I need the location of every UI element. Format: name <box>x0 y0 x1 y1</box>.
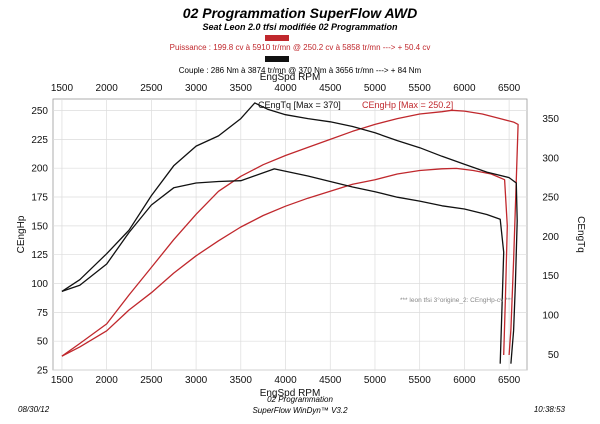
series-line-cengtq-3 <box>61 168 505 364</box>
x-tick-label-top: 1500 <box>51 83 74 94</box>
x-tick-label-bottom: 1500 <box>51 375 74 386</box>
y-tick-label-left: 150 <box>31 221 48 232</box>
chart-title: 02 Programmation SuperFlow AWD <box>182 5 418 21</box>
footer-software: SuperFlow WinDyn™ V3.2 <box>252 406 348 415</box>
x-tick-label-bottom: 5500 <box>409 375 432 386</box>
x-tick-label-top: 6000 <box>453 83 476 94</box>
y-axis-label-left: CEngHp <box>16 215 27 253</box>
y-tick-label-left: 125 <box>31 250 48 261</box>
y-tick-label-left: 175 <box>31 193 48 204</box>
x-axis-label-top: EngSpd RPM <box>260 72 321 83</box>
y-tick-label-right: 250 <box>542 193 559 204</box>
x-tick-label-top: 3000 <box>185 83 208 94</box>
x-tick-label-bottom: 2000 <box>96 375 119 386</box>
footer-company: 02 Programmation <box>267 395 333 404</box>
y-tick-label-right: 350 <box>542 114 559 125</box>
x-tick-label-bottom: 6000 <box>453 375 476 386</box>
x-tick-label-bottom: 2500 <box>140 375 163 386</box>
series-line-cenghp-0 <box>61 109 519 357</box>
x-tick-label-bottom: 5000 <box>364 375 387 386</box>
torque-summary: Couple : 286 Nm à 3874 tr/mn @ 370 Nm à … <box>178 66 422 75</box>
chart-subtitle: Seat Leon 2.0 tfsi modifiée 02 Programma… <box>202 22 398 32</box>
legend-torque: CEngTq [Max = 370] <box>258 100 341 110</box>
x-tick-label-bottom: 6500 <box>498 375 521 386</box>
y-tick-label-right: 200 <box>542 232 559 243</box>
series-line-cengtq-2 <box>61 102 518 364</box>
y-tick-label-right: 300 <box>542 153 559 164</box>
footer-date: 08/30/12 <box>18 405 50 414</box>
y-axis-label-right: CEngTq <box>575 216 586 253</box>
run-annotation: *** leon tfsi 3°origine_2: CEngHp-cv *** <box>400 296 513 304</box>
x-tick-label-top: 5500 <box>409 83 432 94</box>
power-swatch <box>265 35 289 41</box>
y-tick-label-right: 50 <box>548 350 560 361</box>
x-axis-label-bottom: EngSpd RPM <box>260 388 321 399</box>
x-tick-label-top: 6500 <box>498 83 521 94</box>
x-tick-label-top: 4000 <box>274 83 297 94</box>
x-tick-label-top: 5000 <box>364 83 387 94</box>
y-tick-label-right: 100 <box>542 311 559 322</box>
y-tick-label-left: 200 <box>31 164 48 175</box>
series-line-cenghp-1 <box>61 167 508 357</box>
y-tick-label-left: 25 <box>37 366 49 377</box>
y-tick-label-left: 100 <box>31 279 48 290</box>
torque-swatch <box>265 56 289 62</box>
y-tick-label-left: 75 <box>37 308 49 319</box>
x-tick-label-bottom: 3500 <box>230 375 253 386</box>
x-tick-label-top: 4500 <box>319 83 342 94</box>
y-tick-label-right: 150 <box>542 271 559 282</box>
legend-power: CEngHp [Max = 250.2] <box>362 100 453 110</box>
x-tick-label-bottom: 4000 <box>274 375 297 386</box>
power-summary: Puissance : 199.8 cv à 5910 tr/mn @ 250.… <box>169 43 431 52</box>
x-tick-label-bottom: 3000 <box>185 375 208 386</box>
x-tick-label-top: 3500 <box>230 83 253 94</box>
x-tick-label-top: 2500 <box>140 83 163 94</box>
x-tick-label-bottom: 4500 <box>319 375 342 386</box>
x-tick-label-top: 2000 <box>96 83 119 94</box>
y-tick-label-left: 225 <box>31 135 48 146</box>
y-tick-label-left: 250 <box>31 106 48 117</box>
y-tick-label-left: 50 <box>37 337 49 348</box>
footer-time: 10:38:53 <box>533 405 565 414</box>
